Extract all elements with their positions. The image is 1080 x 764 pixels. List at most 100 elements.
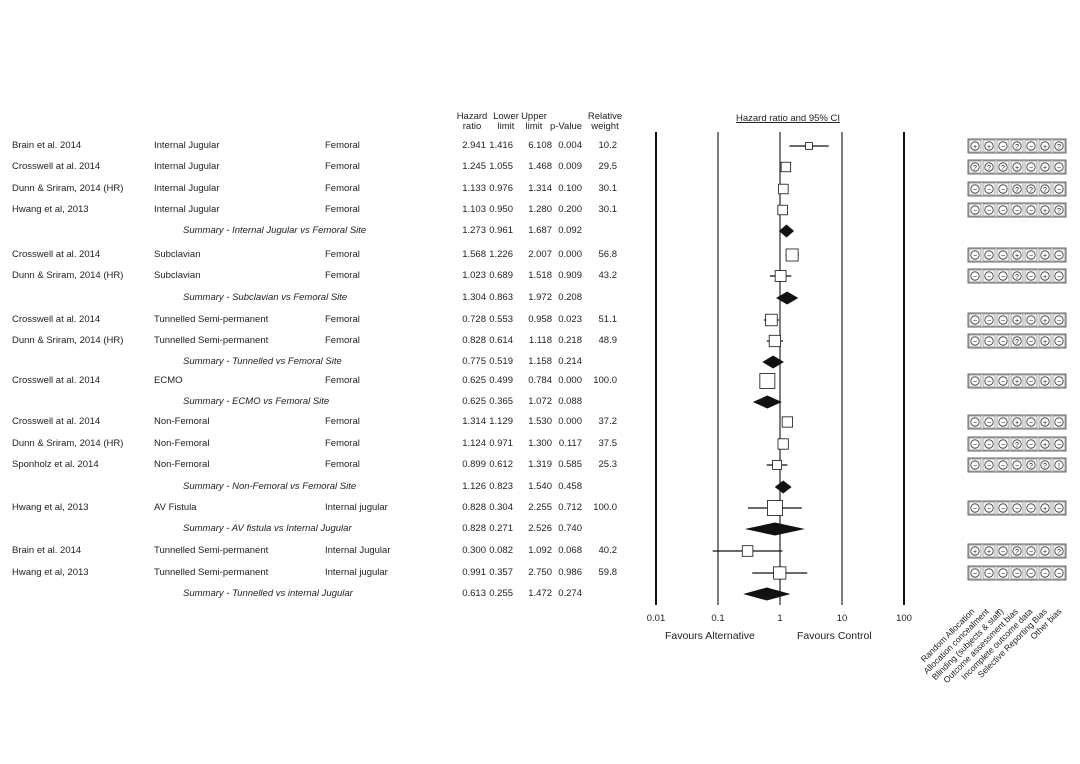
point-estimate-marker [777, 204, 788, 216]
study-name: Dunn & Sriram, 2014 (HR) [12, 335, 124, 346]
p-value: 0.214 [558, 356, 582, 367]
upper-limit-value: 0.958 [528, 314, 552, 325]
bias-judgement-icon [1040, 546, 1050, 556]
comparison-site: Tunnelled Semi-permanent [154, 335, 269, 346]
relative-weight-value: 30.1 [598, 183, 618, 194]
comparison-site: Non-Femoral [154, 459, 210, 470]
bias-judgement-symbol: + [1043, 318, 1047, 325]
reference-site: Internal jugular [325, 567, 388, 578]
bias-judgement-symbol: ? [1029, 463, 1033, 470]
p-value: 0.986 [558, 567, 582, 578]
bias-judgement-icon [1026, 546, 1036, 556]
study-name: Brain et al. 2014 [12, 545, 82, 556]
bias-judgement-icon [1012, 336, 1022, 346]
bias-judgement-icon [1054, 417, 1064, 427]
bias-judgement-symbol: ? [1057, 208, 1061, 215]
bias-judgement-symbol: − [1001, 339, 1005, 346]
reference-site: Femoral [325, 249, 360, 260]
header-upper-line2: limit [525, 121, 543, 132]
bias-judgement-symbol: − [1029, 253, 1033, 260]
bias-judgement-icon [998, 546, 1008, 556]
reference-site: Femoral [325, 375, 360, 386]
summary-diamond [744, 522, 805, 536]
hazard-ratio-value: 1.133 [462, 183, 486, 194]
bias-judgement-icon [1054, 250, 1064, 260]
p-value: 0.585 [558, 459, 582, 470]
reference-site: Femoral [325, 459, 360, 470]
comparison-site: Tunnelled Semi-permanent [154, 567, 269, 578]
bias-judgement-icon [984, 315, 994, 325]
reference-site: Femoral [325, 438, 360, 449]
bias-judgement-icon [1054, 376, 1064, 386]
bias-judgement-symbol: + [1043, 144, 1047, 151]
bias-judgement-symbol: − [987, 379, 991, 386]
bias-judgement-symbol: − [1001, 420, 1005, 427]
lower-limit-value: 0.082 [489, 545, 513, 556]
lower-limit-value: 0.271 [489, 523, 513, 534]
bias-judgement-symbol: + [1043, 253, 1047, 260]
bias-judgement-icon [1054, 546, 1064, 556]
upper-limit-value: 6.108 [528, 140, 552, 151]
bias-judgement-icon [998, 271, 1008, 281]
bias-judgement-symbol: − [1043, 571, 1047, 578]
point-estimate-marker [765, 313, 778, 327]
hazard-ratio-value: 0.828 [462, 335, 486, 346]
bias-judgement-icon [998, 417, 1008, 427]
bias-judgement-icon [970, 162, 980, 172]
bias-judgement-symbol: + [1043, 165, 1047, 172]
bias-judgement-icon [1054, 336, 1064, 346]
hazard-ratio-value: 0.828 [462, 523, 486, 534]
bias-judgement-symbol: − [1029, 571, 1033, 578]
p-value: 0.274 [558, 588, 582, 599]
bias-judgement-icon [1040, 250, 1050, 260]
bias-judgement-symbol: + [973, 549, 977, 556]
bias-judgement-symbol: − [987, 463, 991, 470]
bias-judgement-icon [984, 376, 994, 386]
bias-judgement-icon [998, 184, 1008, 194]
bias-judgement-symbol: + [1043, 442, 1047, 449]
upper-limit-value: 1.158 [528, 356, 552, 367]
bias-judgement-icon [1040, 162, 1050, 172]
bias-judgement-symbol: − [1057, 420, 1061, 427]
point-estimate-marker [741, 545, 754, 557]
upper-limit-value: 1.972 [528, 292, 552, 303]
bias-judgement-icon [970, 503, 980, 513]
upper-limit-value: 1.518 [528, 270, 552, 281]
point-estimate-marker [768, 334, 782, 348]
hazard-ratio-value: 1.314 [462, 416, 486, 427]
bias-judgement-icon [998, 568, 1008, 578]
bias-judgement-icon [1026, 439, 1036, 449]
study-name: Crosswell at al. 2014 [12, 249, 101, 260]
bias-judgement-symbol: − [1015, 506, 1019, 513]
relative-weight-value: 10.2 [598, 140, 618, 151]
bias-judgement-symbol: − [1001, 318, 1005, 325]
summary-diamond [774, 480, 792, 494]
bias-judgement-symbol: − [973, 339, 977, 346]
hazard-ratio-value: 0.625 [462, 396, 486, 407]
hazard-ratio-value: 0.625 [462, 375, 486, 386]
bias-judgement-icon [984, 141, 994, 151]
bias-judgement-icon [1026, 205, 1036, 215]
bias-judgement-symbol: − [987, 420, 991, 427]
bias-judgement-icon [998, 250, 1008, 260]
upper-limit-value: 1.118 [528, 335, 552, 346]
relative-weight-value: 100.0 [593, 375, 617, 386]
bias-judgement-icon [1026, 250, 1036, 260]
reference-site: Femoral [325, 314, 360, 325]
lower-limit-value: 1.129 [489, 416, 513, 427]
relative-weight-value: 43.2 [598, 270, 618, 281]
study-name: Crosswell at al. 2014 [12, 161, 101, 172]
bias-judgement-icon [1040, 315, 1050, 325]
comparison-site: Subclavian [154, 249, 201, 260]
header-hazard-ratio-line1: Hazard [456, 111, 488, 122]
bias-judgement-symbol: + [1015, 318, 1019, 325]
bias-judgement-symbol: + [1043, 339, 1047, 346]
bias-judgement-symbol: + [1015, 420, 1019, 427]
bias-judgement-icon [984, 336, 994, 346]
upper-limit-value: 1.687 [528, 225, 552, 236]
point-estimate-marker [780, 161, 792, 173]
lower-limit-value: 0.365 [489, 396, 513, 407]
upper-limit-value: 2.007 [528, 249, 552, 260]
bias-judgement-symbol: + [1015, 253, 1019, 260]
